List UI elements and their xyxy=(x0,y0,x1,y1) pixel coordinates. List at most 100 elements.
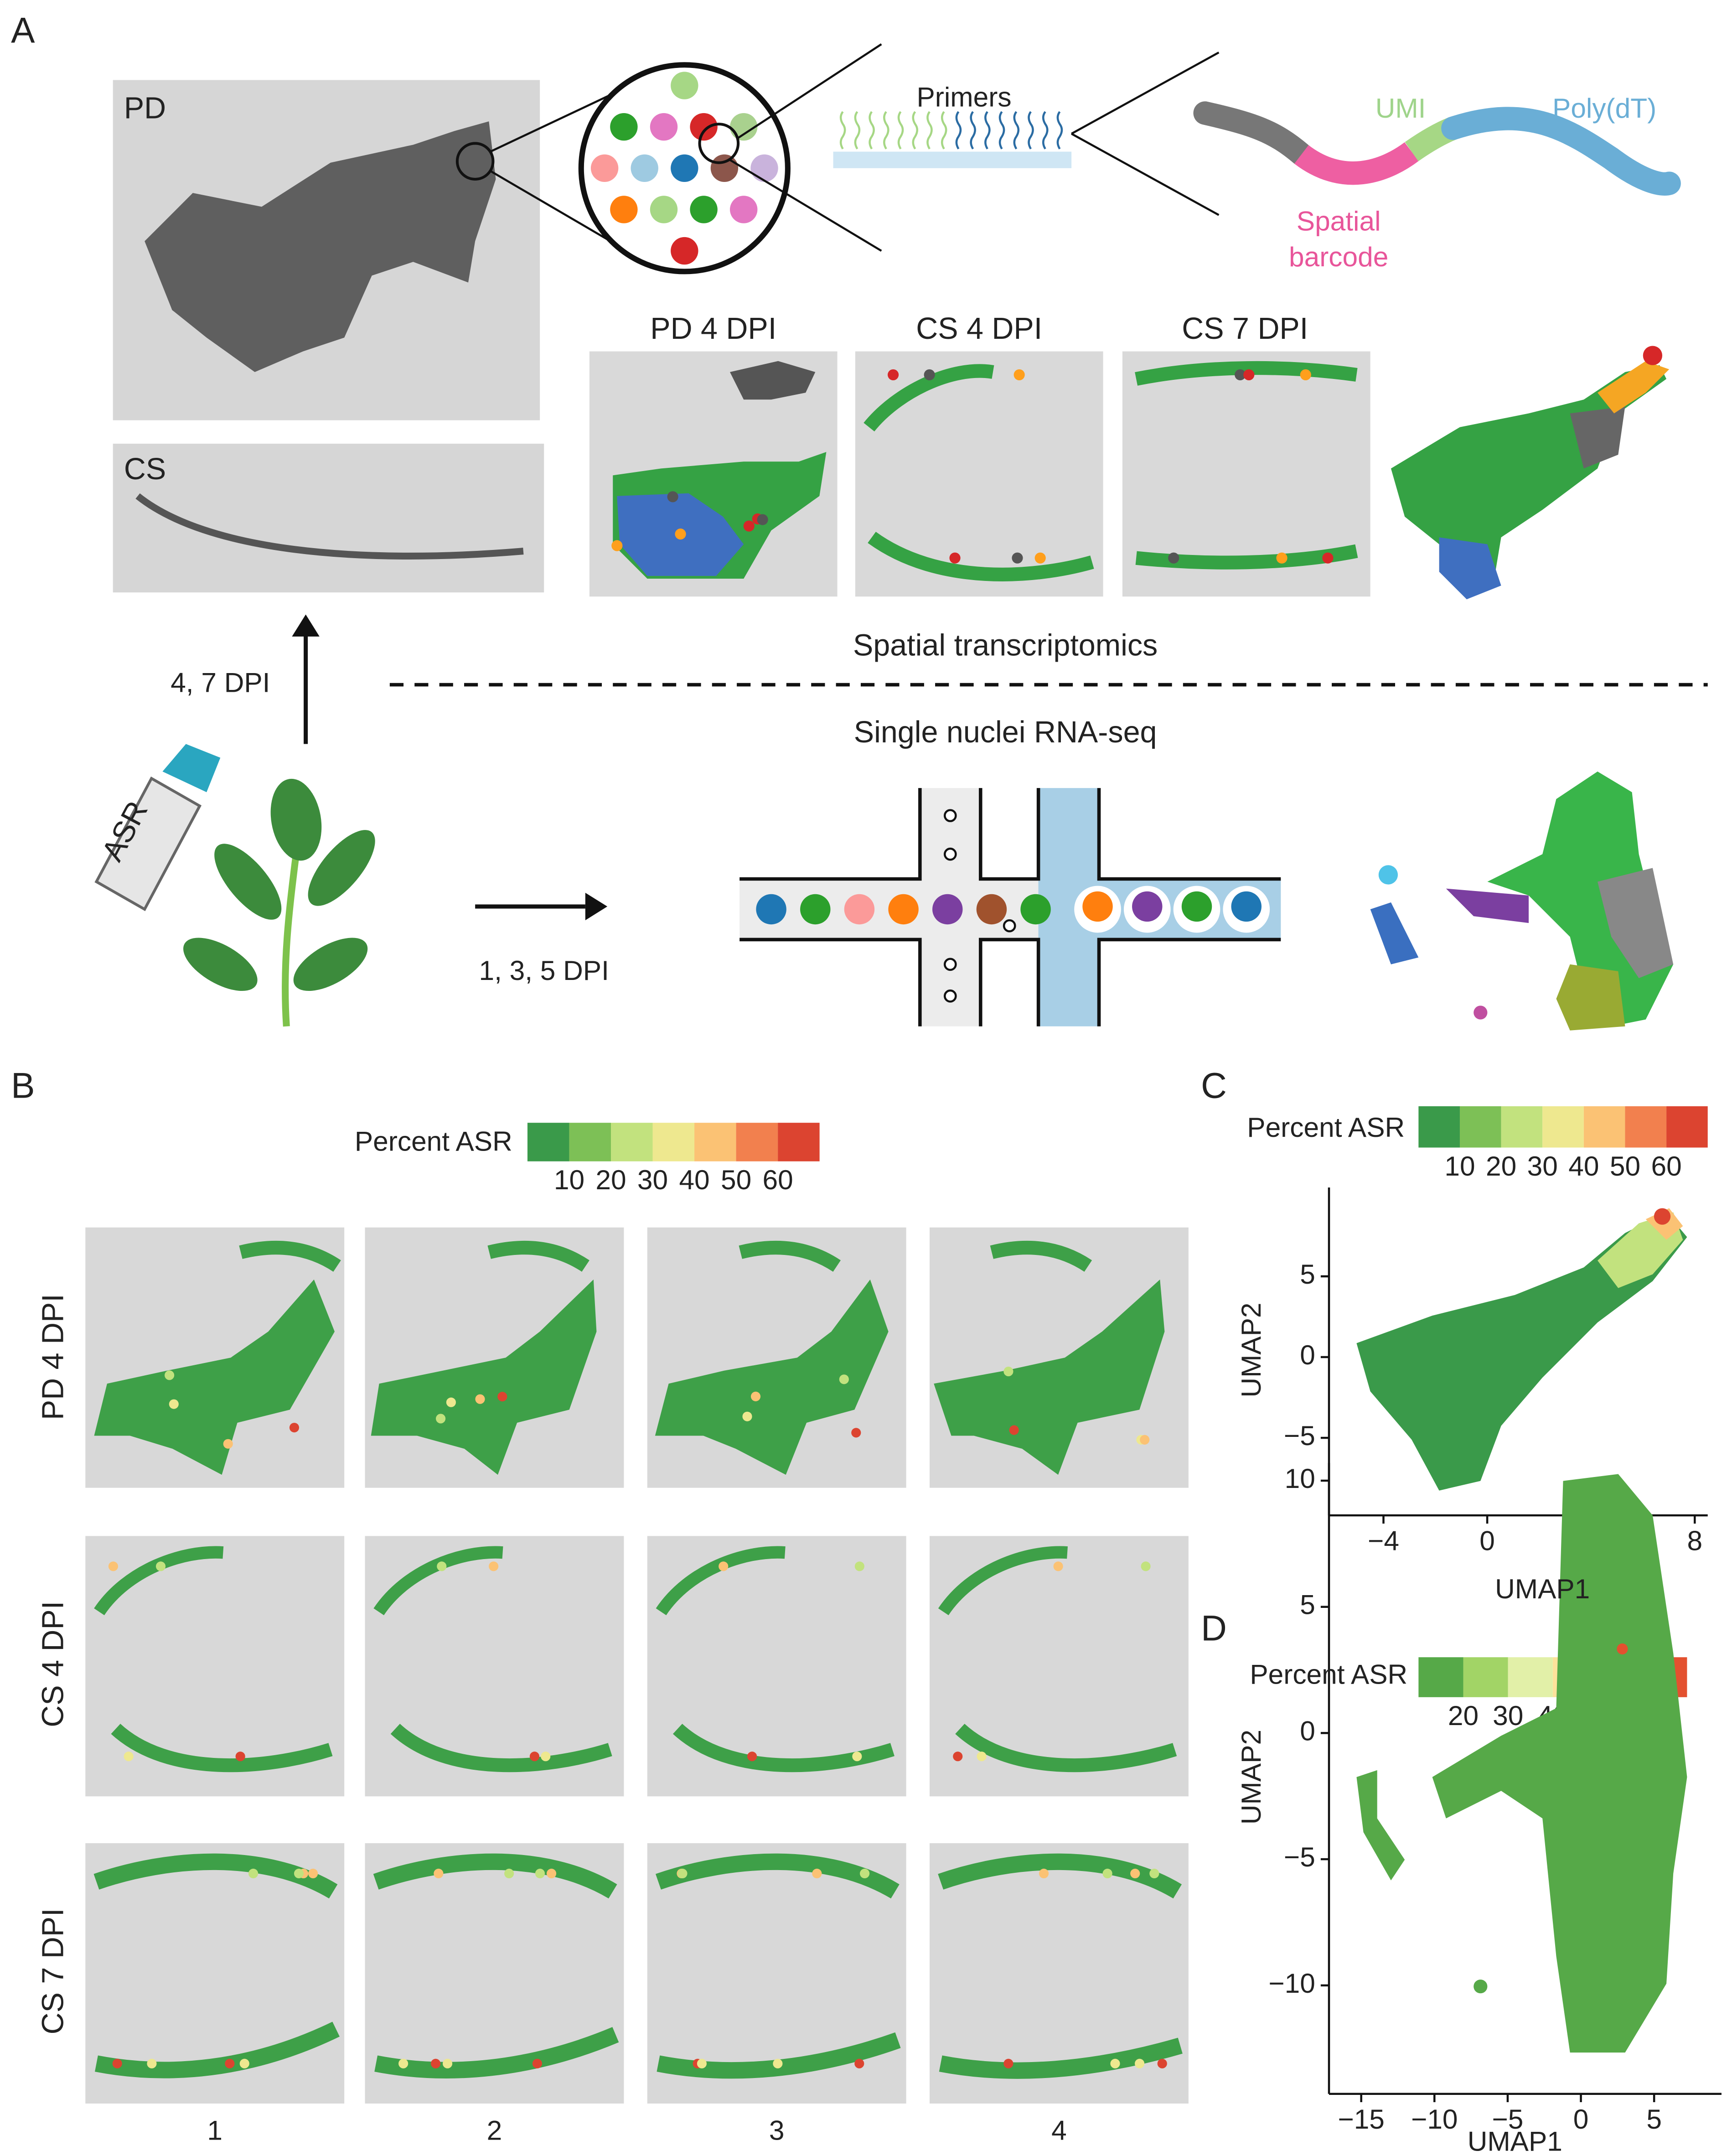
tissue-image xyxy=(113,443,544,593)
hotspot xyxy=(852,1752,862,1762)
hotspot xyxy=(747,1752,757,1762)
sample-title: PD 4 DPI xyxy=(650,312,776,346)
hotspot xyxy=(1009,1425,1019,1435)
spot xyxy=(949,552,961,564)
arrow-head xyxy=(292,614,320,637)
colorbar-tick-label: 30 xyxy=(1527,1151,1558,1182)
hotspot xyxy=(497,1392,507,1402)
colorbar-swatch xyxy=(1583,1106,1625,1148)
zoom-line xyxy=(1071,133,1220,216)
spot-cluster xyxy=(955,1724,1177,1772)
leaf xyxy=(183,938,258,991)
capture-spot xyxy=(729,196,758,223)
row-label: PD 4 DPI xyxy=(36,1294,70,1420)
spot-cluster xyxy=(655,1279,889,1475)
hotspot xyxy=(239,2058,249,2068)
hotspot xyxy=(953,1752,963,1762)
umap xyxy=(1643,346,1663,365)
primer xyxy=(912,111,919,150)
section-title: Single nuclei RNA-seq xyxy=(854,715,1157,749)
hotspot xyxy=(851,1428,861,1438)
y-tick-label: 5 xyxy=(1300,1259,1315,1290)
y-tick-label: −5 xyxy=(1284,1841,1315,1872)
colorbar-tick-label: 50 xyxy=(1610,1151,1640,1182)
hotspot xyxy=(719,1561,729,1571)
bead xyxy=(943,989,957,1003)
spot-cluster xyxy=(1135,361,1358,386)
nucleus xyxy=(1181,891,1212,922)
primer xyxy=(839,111,846,150)
nucleus xyxy=(1231,891,1262,922)
oligo xyxy=(1441,107,1681,196)
colorbar-swatch xyxy=(1418,1106,1460,1148)
x-tick-label: −5 xyxy=(1492,2104,1523,2135)
hotspot xyxy=(535,1868,545,1879)
primers-label: Primers xyxy=(916,82,1011,113)
hotspot xyxy=(773,2058,783,2068)
x-tick-label: 5 xyxy=(1646,2104,1662,2135)
zoom-line xyxy=(490,93,614,153)
umap xyxy=(1556,964,1625,1031)
spot-cluster xyxy=(95,2021,340,2078)
zoom-line xyxy=(1071,52,1220,135)
capture-spot xyxy=(671,237,698,265)
hotspot xyxy=(223,1439,233,1449)
spray-bottle xyxy=(94,776,202,912)
primer xyxy=(941,111,947,150)
spot-cluster xyxy=(374,2027,619,2078)
colorbar-tick-label: 20 xyxy=(1486,1151,1516,1182)
spot xyxy=(675,529,686,540)
spot xyxy=(1013,369,1025,380)
hotspot xyxy=(294,1868,304,1879)
nucleus xyxy=(756,894,786,925)
spot-cluster xyxy=(657,2032,901,2079)
primer xyxy=(998,111,1005,150)
spot-cluster xyxy=(371,1279,597,1475)
nucleus xyxy=(800,894,831,925)
hotspot xyxy=(1003,2058,1013,2068)
spot-cluster xyxy=(938,1853,1182,1899)
capture-spot xyxy=(610,113,638,141)
slide-base xyxy=(833,151,1072,168)
nucleus xyxy=(976,894,1007,925)
time-label: 1, 3, 5 DPI xyxy=(479,955,609,986)
arrow-head xyxy=(585,892,608,921)
nucleus xyxy=(1020,894,1051,925)
nucleus xyxy=(844,894,875,925)
colorbar-swatch xyxy=(527,1123,569,1161)
primer xyxy=(883,111,889,150)
section-label: PD xyxy=(124,91,166,125)
hotspot xyxy=(1130,1868,1140,1879)
umap xyxy=(1474,1005,1488,1020)
umap xyxy=(1487,771,1674,1026)
capture-spot xyxy=(671,154,698,182)
colorbar-swatch xyxy=(1459,1106,1501,1148)
bead xyxy=(943,958,957,971)
hotspot xyxy=(541,1752,551,1762)
column-label: 3 xyxy=(769,2115,785,2146)
column-label: 2 xyxy=(487,2115,502,2146)
spot-cluster xyxy=(487,1240,589,1272)
umap-points xyxy=(1617,1643,1628,1655)
spot-cluster xyxy=(656,1546,786,1616)
x-tick-label: 8 xyxy=(1687,1525,1702,1556)
umap xyxy=(1378,865,1398,885)
hotspot xyxy=(1157,2058,1167,2068)
hotspot xyxy=(1134,2058,1145,2068)
hotspot xyxy=(742,1411,752,1421)
capture-spot xyxy=(650,113,678,141)
colorbar-title: Percent ASR xyxy=(1250,1658,1407,1690)
hotspot xyxy=(235,1752,245,1762)
capture-spot xyxy=(650,196,678,223)
hotspot xyxy=(854,1561,864,1571)
spot xyxy=(1034,552,1046,564)
hotspot xyxy=(165,1370,175,1380)
spot-cluster xyxy=(390,1724,612,1772)
leaf xyxy=(308,830,375,906)
stem xyxy=(282,854,300,1027)
time-label: 4, 7 DPI xyxy=(171,667,270,698)
colorbar-title: Percent ASR xyxy=(1247,1112,1405,1143)
row-label: CS 7 DPI xyxy=(36,1908,70,2034)
colorbar-tick-label: 50 xyxy=(721,1164,751,1195)
hotspot xyxy=(436,1414,446,1424)
